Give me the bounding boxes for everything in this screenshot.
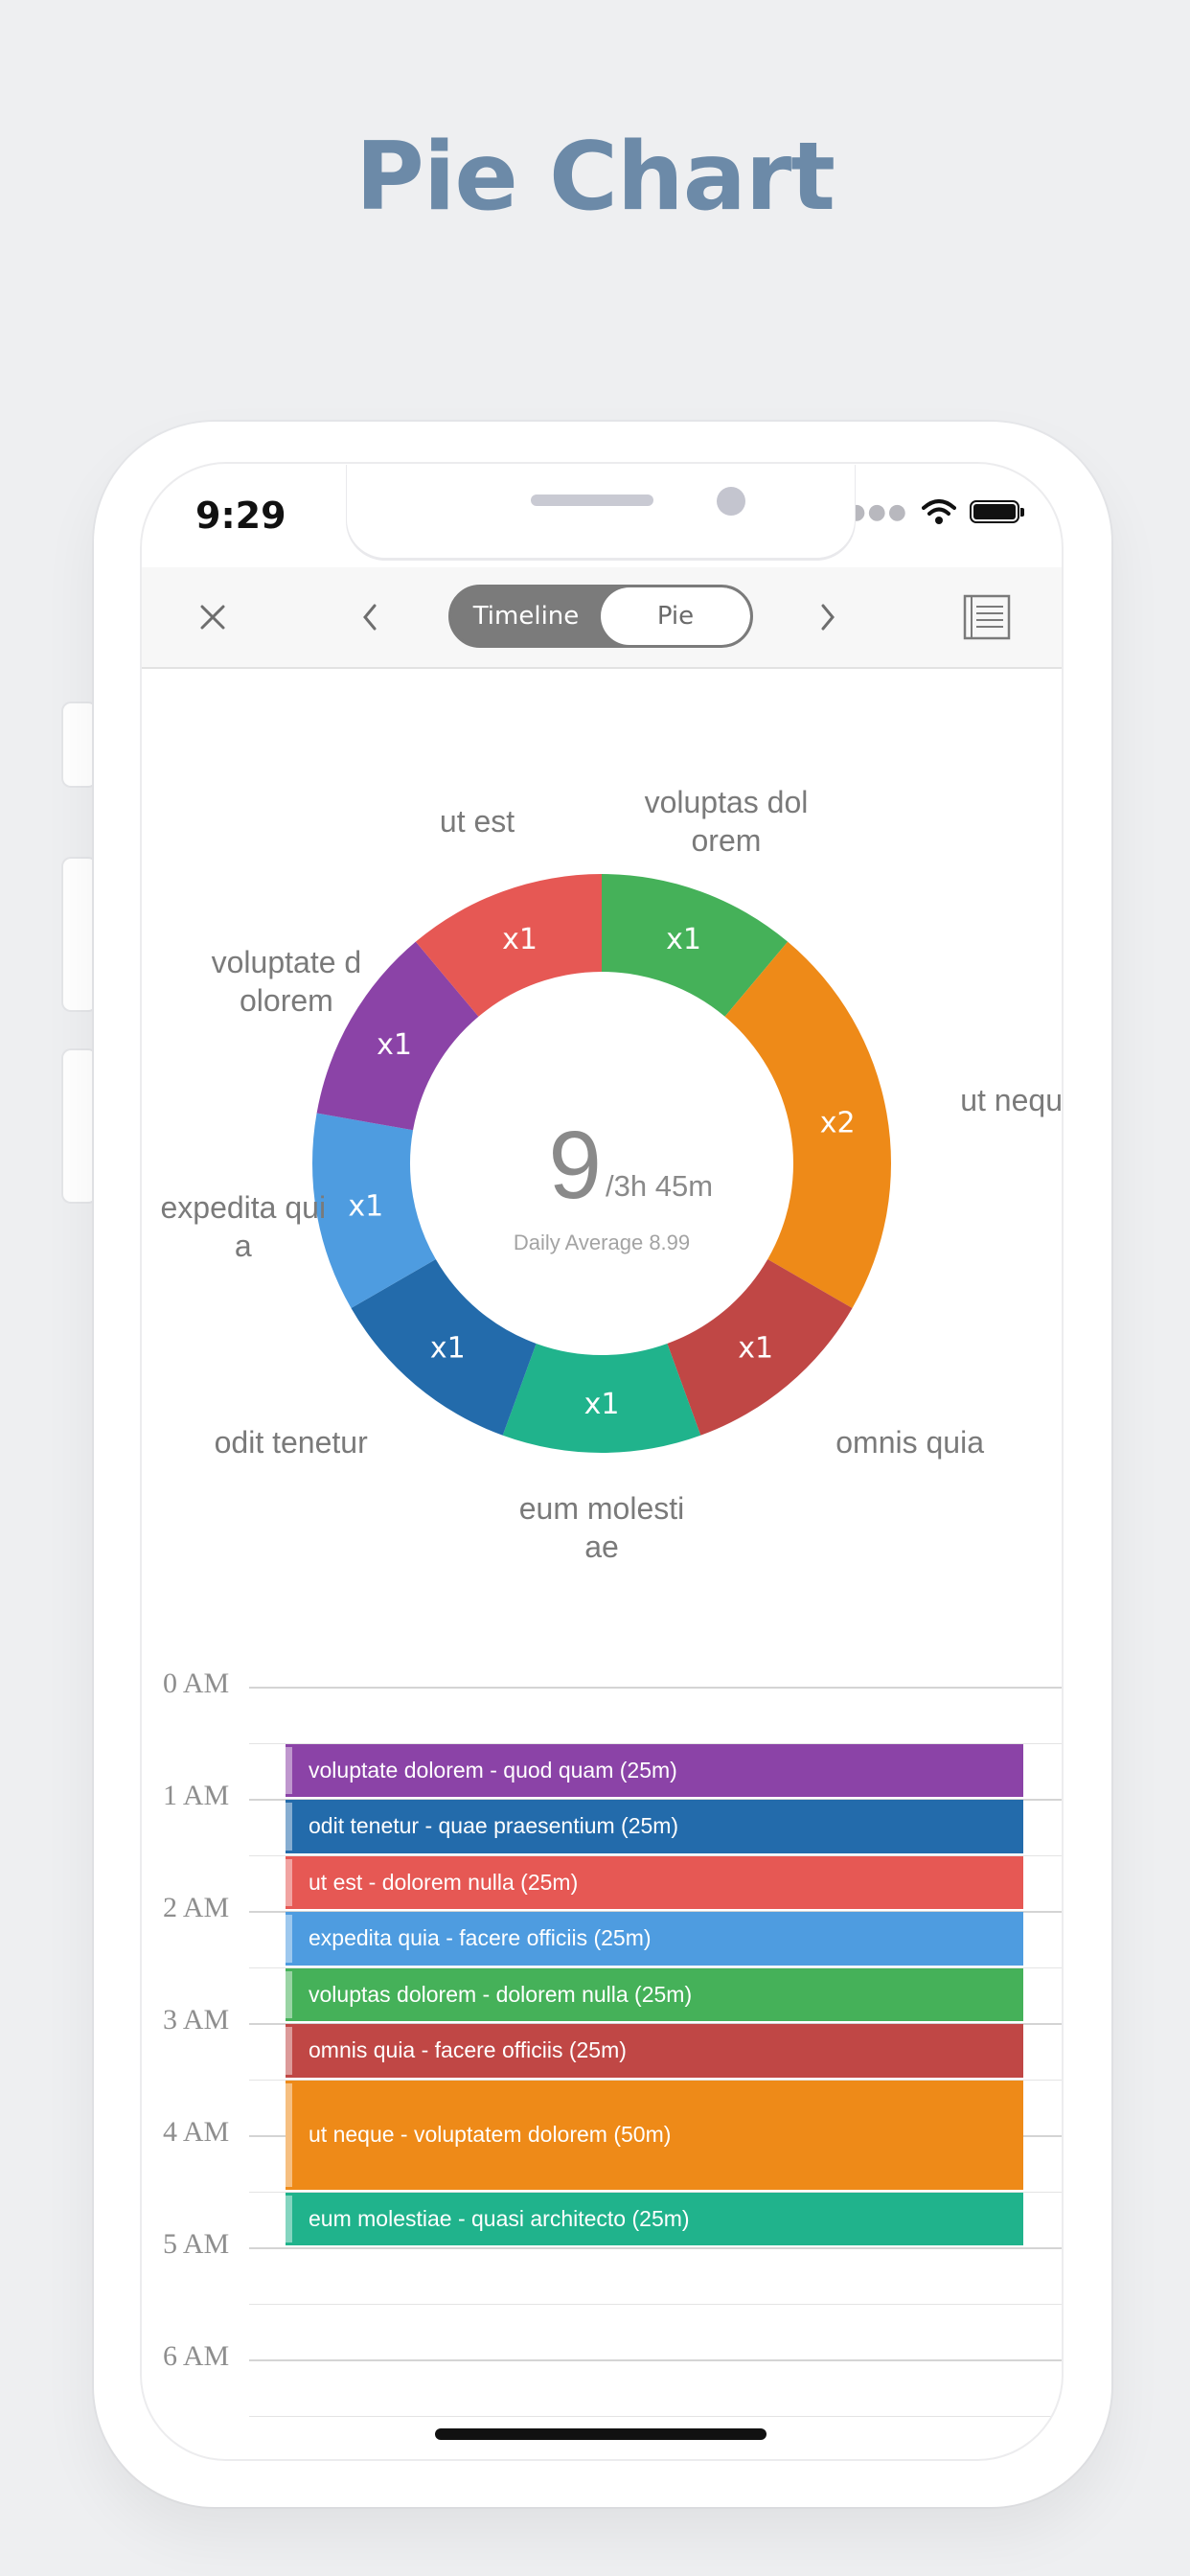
hour-line	[249, 2247, 1062, 2249]
slice-name-label: ut est	[440, 804, 515, 839]
slice-value-label: x1	[430, 1332, 466, 1366]
volume-down-button	[63, 1050, 96, 1202]
pie-slice[interactable]	[602, 874, 789, 1017]
timeline-event[interactable]: eum molestiae - quasi architecto (25m)	[286, 2192, 1023, 2245]
hour-label: 1 AM	[163, 1780, 230, 1811]
half-hour-line	[249, 1966, 1062, 1968]
timeline-event[interactable]: ut neque - voluptatem dolorem (50m)	[286, 2080, 1023, 2190]
slice-name-label: expedita qui a	[160, 1190, 326, 1263]
hour-label: 0 AM	[163, 1668, 230, 1699]
slice-value-label: x2	[820, 1107, 856, 1140]
wifi-icon	[922, 499, 956, 524]
mute-switch	[63, 703, 96, 786]
battery-icon	[970, 500, 1024, 523]
event-label: ut neque - voluptatem dolorem (50m)	[309, 2122, 672, 2147]
event-stripe	[286, 2195, 292, 2242]
half-hour-line	[249, 2079, 1062, 2081]
slice-name-label: voluptate d olorem	[212, 945, 362, 1018]
tab-pie[interactable]: Pie	[601, 587, 750, 645]
hour-label: 5 AM	[163, 2228, 230, 2260]
notch	[347, 464, 855, 558]
event-label: odit tenetur - quae praesentium (25m)	[309, 1813, 679, 1839]
timeline-event[interactable]: voluptate dolorem - quod quam (25m)	[286, 1743, 1023, 1797]
view-switcher: Timeline Pie	[448, 585, 753, 648]
home-indicator	[435, 2428, 767, 2440]
event-stripe	[286, 2027, 292, 2075]
hour-label: 3 AM	[163, 2004, 230, 2036]
slice-name-label: ut neque	[960, 1083, 1062, 1117]
pie-slice[interactable]	[502, 1343, 701, 1453]
pie-slice[interactable]	[415, 874, 602, 1017]
volume-up-button	[63, 859, 96, 1010]
event-label: expedita quia - facere officiis (25m)	[309, 1925, 652, 1951]
event-stripe	[286, 1746, 292, 1794]
close-icon[interactable]	[184, 588, 241, 646]
pie-slice[interactable]	[311, 1113, 436, 1308]
hour-label: 4 AM	[163, 2116, 230, 2148]
slice-value-label: x1	[348, 1189, 383, 1223]
half-hour-line	[249, 1742, 1062, 1744]
timeline-event[interactable]: omnis quia - facere officiis (25m)	[286, 2024, 1023, 2078]
event-stripe	[286, 1858, 292, 1906]
pie-chart: x1 x2 x1 x1 x1 x1 x1 x1 voluptas dol orem ut nequ…	[160, 785, 1062, 1564]
slice-name-label: odit tenetur	[215, 1425, 368, 1460]
event-label: voluptas dolorem - dolorem nulla (25m)	[309, 1981, 693, 2007]
half-hour-line	[249, 2415, 1062, 2417]
chevron-left-icon[interactable]	[341, 588, 399, 646]
chevron-right-icon[interactable]	[799, 588, 857, 646]
event-stripe	[286, 1803, 292, 1851]
hour-label: 2 AM	[163, 1892, 230, 1923]
event-label: ut est - dolorem nulla (25m)	[309, 1869, 579, 1895]
hour-line	[249, 1687, 1062, 1689]
event-label: eum molestiae - quasi architecto (25m)	[309, 2205, 690, 2231]
daily-average: Daily Average 8.99	[514, 1230, 690, 1254]
event-stripe	[286, 1915, 292, 1963]
summary-duration: /3h 45m	[606, 1169, 713, 1203]
timeline: 0 AM 1 AM 2 AM 3 AM 4 AM 5 AM 6 AM voluptate do…	[142, 1668, 1062, 2436]
status-indicators: ●●●●	[827, 498, 1024, 525]
half-hour-line	[249, 2303, 1062, 2305]
phone-screen: 9:29 ●●●● Timeline Pie	[142, 464, 1062, 2459]
half-hour-line	[249, 2191, 1062, 2193]
slice-name-label: voluptas dol orem	[645, 785, 809, 858]
speaker	[531, 494, 653, 506]
pie-slice[interactable]	[316, 941, 479, 1131]
hour-line	[249, 2359, 1062, 2361]
event-label: voluptate dolorem - quod quam (25m)	[309, 1757, 677, 1782]
summary-count: 9	[548, 1112, 602, 1219]
toolbar: Timeline Pie	[142, 567, 1062, 669]
event-stripe	[286, 2082, 292, 2187]
slice-name-label: eum molesti ae	[519, 1491, 685, 1564]
pie-slice[interactable]	[667, 1259, 853, 1436]
slice-value-label: x1	[502, 923, 538, 956]
timeline-event[interactable]: expedita quia - facere officiis (25m)	[286, 1912, 1023, 1966]
timeline-event[interactable]: voluptas dolorem - dolorem nulla (25m)	[286, 1967, 1023, 2021]
slice-value-label: x1	[666, 923, 701, 956]
slice-value-label: x1	[584, 1388, 620, 1421]
status-time: 9:29	[195, 494, 286, 537]
event-stripe	[286, 1970, 292, 2018]
tab-timeline[interactable]: Timeline	[472, 602, 580, 631]
pie-slice[interactable]	[351, 1259, 537, 1436]
slice-name-label: omnis quia	[835, 1425, 984, 1460]
page-title: Pie Chart	[355, 123, 835, 232]
camera	[717, 487, 745, 516]
event-label: omnis quia - facere officiis (25m)	[309, 2037, 627, 2063]
slice-value-label: x1	[738, 1332, 773, 1366]
list-icon[interactable]	[958, 588, 1016, 646]
half-hour-line	[249, 1854, 1062, 1856]
hour-label: 6 AM	[163, 2340, 230, 2372]
timeline-event[interactable]: odit tenetur - quae praesentium (25m)	[286, 1800, 1023, 1853]
pie-slice[interactable]	[724, 941, 892, 1308]
timeline-event[interactable]: ut est - dolorem nulla (25m)	[286, 1855, 1023, 1909]
slice-value-label: x1	[377, 1028, 412, 1062]
